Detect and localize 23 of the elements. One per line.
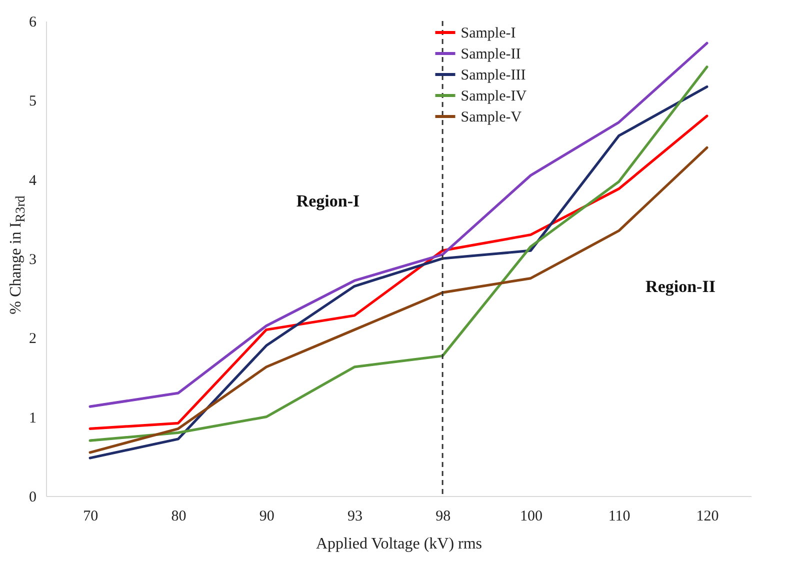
legend-label: Sample-I	[460, 26, 516, 42]
x-tick-label: 93	[347, 508, 362, 524]
y-tick-label: 6	[29, 14, 37, 30]
y-tick-label: 4	[29, 172, 37, 189]
y-tick-label: 5	[29, 94, 36, 110]
y-tick-label: 0	[29, 490, 36, 506]
x-tick-label: 98	[436, 508, 451, 524]
x-tick-label: 90	[259, 508, 274, 524]
legend-label: Sample-V	[460, 110, 522, 126]
legend-label: Sample-IV	[460, 88, 527, 104]
x-tick-label: 110	[608, 508, 630, 524]
y-tick-label: 3	[29, 252, 36, 268]
annotation: Region-I	[296, 192, 360, 210]
y-tick-label: 1	[29, 410, 36, 426]
x-tick-label: 70	[83, 508, 98, 524]
annotation: Region-II	[646, 277, 716, 296]
y-tick-label: 2	[29, 331, 36, 348]
x-tick-label: 120	[696, 508, 719, 524]
x-tick-label: 100	[520, 508, 542, 524]
x-tick-label: 80	[171, 508, 186, 524]
legend-label: Sample-II	[460, 46, 521, 62]
legend-label: Sample-III	[460, 68, 526, 84]
x-axis-title: Applied Voltage (kV) rms	[316, 536, 482, 552]
